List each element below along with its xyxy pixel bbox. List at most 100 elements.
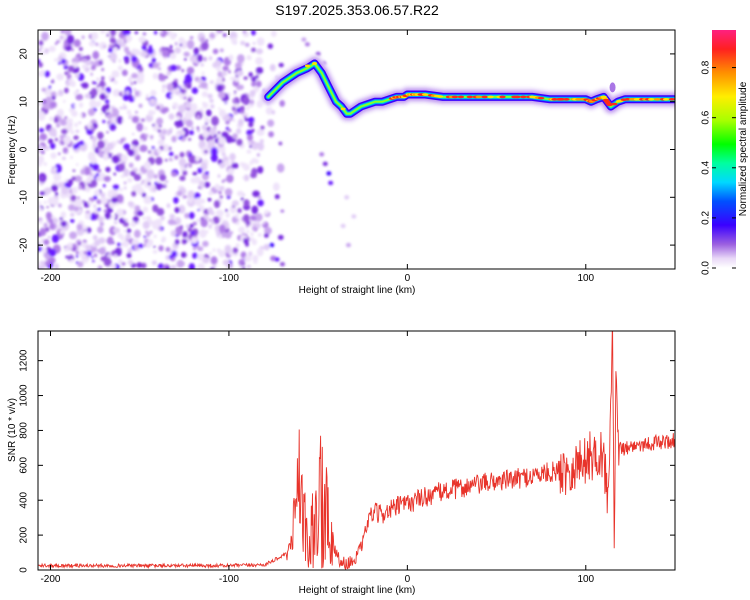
x-tick-label: 0 — [405, 574, 411, 585]
noise-speck — [192, 246, 197, 251]
noise-speck — [139, 139, 144, 143]
noise-speck — [63, 87, 69, 94]
noise-speck — [64, 247, 69, 253]
noise-speck — [262, 221, 266, 225]
noise-speck — [99, 41, 108, 50]
noise-speck — [209, 32, 216, 40]
colorbar-tick-label: 0.4 — [701, 160, 712, 174]
x-tick-label: -100 — [219, 574, 239, 585]
noise-speck — [174, 41, 178, 46]
noise-speck — [72, 169, 76, 172]
noise-speck — [188, 138, 192, 141]
noise-speck — [62, 99, 66, 103]
noise-speck — [252, 41, 256, 45]
noise-speck — [121, 262, 126, 266]
noise-speck — [169, 52, 177, 60]
noise-speck — [191, 126, 195, 130]
noise-speck — [47, 236, 51, 239]
noise-speck — [129, 170, 136, 177]
noise-speck — [242, 96, 250, 106]
noise-speck — [152, 73, 158, 80]
noise-speck — [147, 182, 151, 186]
noise-speck — [78, 102, 84, 108]
noise-speck — [179, 38, 185, 43]
noise-speck — [99, 221, 105, 227]
colorbar-tick-label: 0.6 — [701, 110, 712, 124]
noise-speck — [113, 80, 118, 85]
noise-speck — [152, 204, 159, 213]
noise-speck — [202, 130, 209, 138]
noise-speck — [236, 190, 244, 197]
noise-speck — [46, 206, 49, 209]
noise-speck — [256, 37, 265, 46]
noise-speck — [45, 96, 52, 104]
noise-speck — [222, 259, 230, 266]
noise-speck — [67, 65, 75, 73]
noise-speck — [229, 153, 236, 161]
noise-speck — [67, 179, 73, 186]
noise-speck — [69, 77, 73, 81]
noise-speck — [111, 155, 120, 164]
noise-speck — [143, 161, 151, 170]
noise-speck — [65, 81, 71, 87]
noise-speck — [199, 229, 207, 238]
noise-speck — [260, 125, 265, 130]
noise-speck — [227, 168, 235, 175]
noise-speck — [77, 199, 83, 206]
noise-speck — [201, 71, 205, 76]
noise-speck — [163, 130, 166, 134]
noise-speck — [187, 190, 195, 199]
noise-speck — [61, 186, 69, 195]
noise-speck — [38, 138, 42, 142]
noise-speck — [70, 130, 75, 135]
noise-speck — [59, 118, 68, 126]
noise-speck — [149, 134, 154, 140]
noise-speck — [224, 160, 230, 166]
noise-speck — [208, 224, 212, 229]
noise-speck — [189, 36, 194, 40]
noise-speck — [116, 139, 121, 144]
noise-speck — [49, 101, 57, 109]
noise-speck — [252, 255, 259, 262]
noise-speck — [244, 255, 252, 262]
noise-speck — [215, 32, 219, 37]
noise-speck — [83, 250, 87, 255]
noise-speck — [207, 93, 213, 99]
noise-speck — [274, 194, 280, 200]
noise-speck — [123, 181, 127, 185]
y-tick-label: 200 — [19, 526, 30, 543]
noise-speck — [179, 151, 185, 158]
noise-speck — [187, 227, 192, 233]
noise-speck — [209, 80, 214, 84]
noise-speck — [155, 105, 161, 110]
noise-speck — [277, 234, 284, 241]
noise-speck — [187, 84, 192, 89]
noise-speck — [139, 72, 145, 79]
noise-speck — [156, 117, 164, 126]
noise-speck — [191, 236, 198, 244]
noise-speck — [191, 87, 199, 94]
noise-speck — [38, 219, 43, 225]
noise-speck — [69, 118, 73, 123]
noise-speck — [74, 122, 79, 128]
noise-speck — [119, 41, 127, 48]
noise-speck — [203, 115, 206, 119]
noise-speck — [78, 185, 82, 190]
noise-speck — [248, 104, 252, 108]
noise-speck — [64, 71, 69, 76]
noise-speck — [123, 229, 127, 233]
noise-speck — [202, 240, 209, 247]
noise-speck — [153, 245, 156, 248]
noise-speck — [165, 75, 168, 79]
noise-speck — [58, 203, 62, 208]
noise-speck — [169, 127, 173, 132]
noise-speck — [127, 259, 134, 266]
noise-speck — [38, 155, 45, 164]
noise-speck — [123, 168, 130, 177]
noise-speck — [255, 48, 264, 55]
noise-speck — [115, 214, 119, 218]
noise-speck — [197, 78, 203, 84]
noise-speck — [92, 142, 97, 148]
spectrogram-y-label: Frequency (Hz) — [7, 116, 18, 185]
noise-speck — [73, 91, 78, 96]
